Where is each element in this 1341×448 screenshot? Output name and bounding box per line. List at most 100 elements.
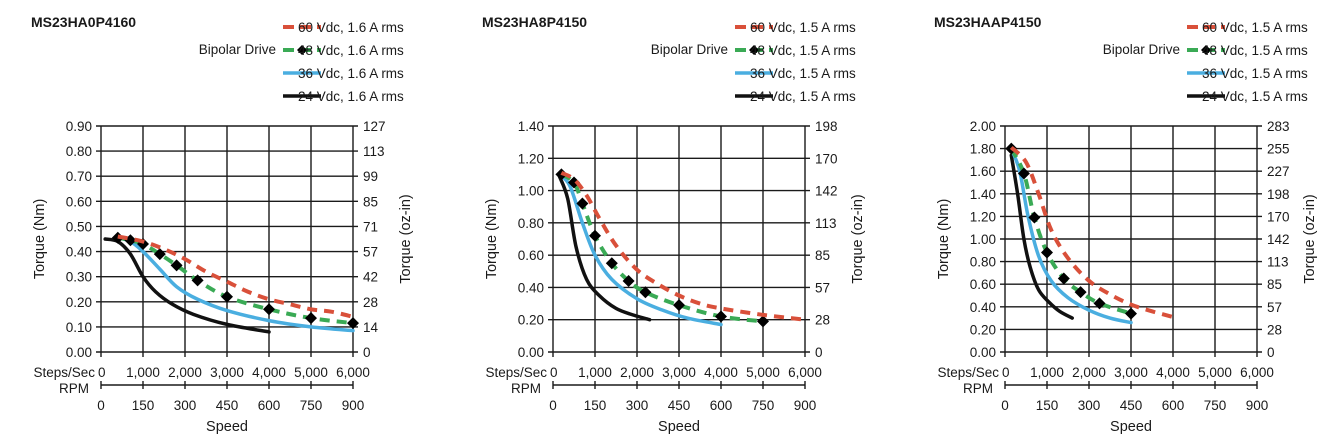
y-tick-label: 1.00 <box>970 232 996 247</box>
y2-tick-label: 0 <box>815 345 823 360</box>
y-tick-label: 0.20 <box>66 295 92 310</box>
data-point-marker <box>191 274 204 287</box>
rpm-tick-label: 300 <box>174 398 197 413</box>
x-primary-axis-label: Steps/Sec <box>937 365 999 380</box>
rpm-tick-label: 750 <box>752 398 775 413</box>
y-tick-label: 0.40 <box>518 280 544 295</box>
y2-tick-label: 57 <box>363 245 378 260</box>
legend-item: 60 Vdc, 1.5 A rms <box>735 20 856 35</box>
x-tick-label: 5,000 <box>1198 365 1232 380</box>
data-point-marker <box>568 176 580 189</box>
y-tick-label: 0.40 <box>970 300 996 315</box>
data-point-marker <box>1041 246 1053 259</box>
rpm-tick-label: 900 <box>1246 398 1269 413</box>
legend-item: 60 Vdc, 1.5 A rms <box>1187 20 1308 35</box>
chart-panel-2: MS23HA8P4150 Bipolar Drive 60 Vdc, 1.5 A r… <box>482 14 866 435</box>
x-secondary-axis-label: RPM <box>963 381 993 396</box>
y-tick-label: 0.50 <box>66 219 92 234</box>
y2-tick-label: 57 <box>1267 300 1282 315</box>
legend-item: 24 Vdc, 1.5 A rms <box>1187 89 1308 104</box>
data-point-marker <box>605 257 618 270</box>
rpm-tick-label: 600 <box>258 398 281 413</box>
chart-title: MS23HA0P4160 <box>31 14 136 30</box>
series-line-48-vdc <box>1009 147 1132 316</box>
legend-label: 60 Vdc, 1.5 A rms <box>750 20 856 35</box>
y-tick-label: 1.40 <box>518 119 544 134</box>
y-tick-label: 0.00 <box>66 345 92 360</box>
rpm-tick-label: 450 <box>1120 398 1143 413</box>
x-tick-label: 0 <box>1002 365 1010 380</box>
y2-tick-label: 85 <box>815 248 830 263</box>
series-line-60-vdc <box>117 234 354 319</box>
y-tick-label: 0.80 <box>970 255 996 270</box>
x-axis-title: Speed <box>658 419 700 435</box>
series-line-60-vdc <box>1009 145 1174 319</box>
y2-tick-label: 28 <box>1267 322 1282 337</box>
rpm-tick-label: 450 <box>668 398 691 413</box>
y-tick-label: 0.70 <box>66 169 92 184</box>
y2-tick-label: 198 <box>815 119 838 134</box>
y-tick-label: 1.80 <box>970 142 996 157</box>
y-tick-label: 1.20 <box>518 151 544 166</box>
data-point-marker <box>1017 167 1030 180</box>
y2-tick-label: 227 <box>1267 164 1290 179</box>
x-tick-label: 1,000 <box>126 365 160 380</box>
y-axis-title: Torque (Nm) <box>936 199 952 280</box>
rpm-tick-label: 450 <box>216 398 239 413</box>
legend-item: 24 Vdc, 1.6 A rms <box>283 89 404 104</box>
y-tick-label: 0.30 <box>66 270 92 285</box>
data-point-marker <box>622 274 635 287</box>
y2-tick-label: 142 <box>815 184 838 199</box>
x-tick-label: 0 <box>550 365 558 380</box>
legend-label: 60 Vdc, 1.5 A rms <box>1202 20 1308 35</box>
rpm-tick-label: 300 <box>1078 398 1101 413</box>
rpm-tick-label: 900 <box>342 398 365 413</box>
rpm-tick-label: 900 <box>794 398 817 413</box>
series-line-60-vdc <box>560 170 806 322</box>
y-tick-label: 1.40 <box>970 187 996 202</box>
series-line-24-vdc <box>103 237 271 334</box>
y-tick-label: 0.60 <box>518 248 544 263</box>
series-line-36-vdc <box>1009 146 1133 325</box>
x-tick-label: 4,000 <box>252 365 286 380</box>
chart-title: MS23HAAP4150 <box>934 14 1042 30</box>
y-tick-label: 0.60 <box>66 194 92 209</box>
rpm-tick-label: 150 <box>1036 398 1059 413</box>
legend-label: 60 Vdc, 1.6 A rms <box>298 20 404 35</box>
y2-tick-label: 85 <box>363 194 378 209</box>
y-tick-label: 0.00 <box>518 345 544 360</box>
data-point-marker <box>576 197 589 210</box>
data-point-marker <box>170 259 183 272</box>
legend-label: 24 Vdc, 1.6 A rms <box>298 89 404 104</box>
series-line-36-vdc <box>557 172 723 327</box>
y2-tick-label: 0 <box>363 345 371 360</box>
data-point-marker <box>673 299 685 312</box>
x-tick-label: 6,000 <box>1240 365 1274 380</box>
x-secondary-axis-label: RPM <box>511 381 541 396</box>
y2-tick-label: 57 <box>815 280 830 295</box>
legend-label: 24 Vdc, 1.5 A rms <box>1202 89 1308 104</box>
data-point-marker <box>589 229 601 242</box>
legend-item: 48 Vdc, 1.5 A rms <box>1187 43 1308 58</box>
x-tick-label: 1,000 <box>1030 365 1064 380</box>
x-tick-label: 2,000 <box>1072 365 1106 380</box>
x-primary-axis-label: Steps/Sec <box>485 365 547 380</box>
x-tick-label: 3,000 <box>1114 365 1148 380</box>
data-point-marker <box>263 303 275 316</box>
data-point-marker <box>1125 307 1137 320</box>
y-tick-label: 0.40 <box>66 245 92 260</box>
y2-tick-label: 28 <box>815 313 830 328</box>
y2-tick-label: 28 <box>363 295 378 310</box>
x-primary-axis-label: Steps/Sec <box>33 365 95 380</box>
x-tick-label: 4,000 <box>1156 365 1190 380</box>
data-point-marker <box>347 317 359 330</box>
x-tick-label: 0 <box>98 365 106 380</box>
y-axis-title: Torque (Nm) <box>32 199 48 280</box>
y-tick-label: 2.00 <box>970 119 996 134</box>
data-point-marker <box>757 315 769 328</box>
series-line-24-vdc <box>1009 153 1074 320</box>
x-tick-label: 3,000 <box>210 365 244 380</box>
y2-tick-label: 113 <box>815 216 837 231</box>
y2-tick-label: 170 <box>1267 209 1290 224</box>
